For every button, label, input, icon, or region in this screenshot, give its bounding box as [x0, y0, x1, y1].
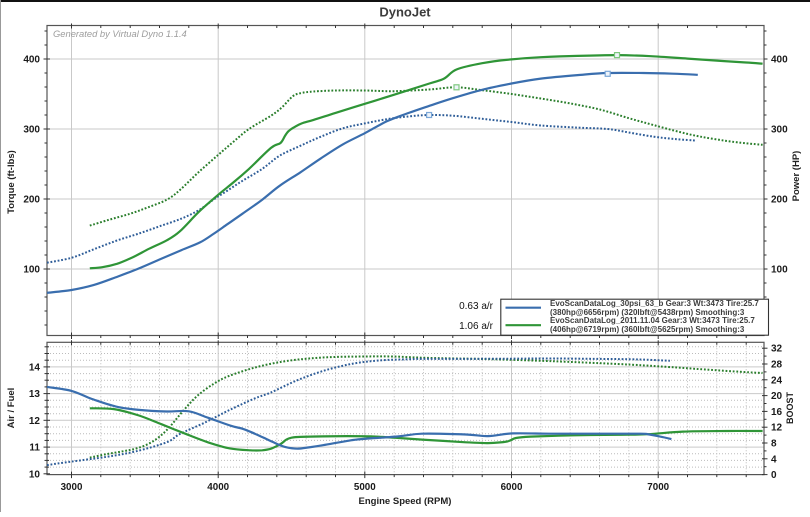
svg-text:7000: 7000 — [647, 482, 669, 493]
svg-text:Engine Speed (RPM): Engine Speed (RPM) — [359, 496, 452, 507]
svg-text:12: 12 — [29, 416, 41, 427]
svg-text:16: 16 — [771, 407, 783, 418]
svg-text:200: 200 — [771, 195, 788, 206]
svg-text:BOOST: BOOST — [785, 392, 795, 425]
svg-text:100: 100 — [23, 265, 40, 276]
svg-text:Torque (ft-lbs): Torque (ft-lbs) — [6, 150, 17, 214]
svg-text:(406hp@6719rpm) (360lbft@5625r: (406hp@6719rpm) (360lbft@5625rpm) Smooth… — [550, 325, 745, 334]
svg-text:20: 20 — [771, 391, 783, 402]
svg-text:DynoJet: DynoJet — [379, 5, 431, 20]
svg-text:6000: 6000 — [501, 482, 523, 493]
svg-text:13: 13 — [29, 389, 41, 400]
svg-text:Air / Fuel: Air / Fuel — [6, 388, 17, 429]
svg-text:Generated by Virtual Dyno 1.1.: Generated by Virtual Dyno 1.1.4 — [53, 28, 187, 39]
svg-text:5000: 5000 — [354, 482, 376, 493]
svg-text:11: 11 — [29, 443, 40, 454]
svg-text:EvoScanDataLog_2011.11.04 Gear: EvoScanDataLog_2011.11.04 Gear:3 Wt:3473… — [550, 316, 755, 325]
svg-text:Power (HP): Power (HP) — [791, 151, 802, 202]
svg-text:400: 400 — [771, 55, 788, 66]
svg-text:1.06 a/r: 1.06 a/r — [459, 321, 494, 332]
svg-text:4000: 4000 — [207, 482, 229, 493]
svg-text:EvoScanDataLog_30psi_63_b Gear: EvoScanDataLog_30psi_63_b Gear:3 Wt:3473… — [550, 299, 759, 308]
svg-text:100: 100 — [771, 265, 788, 276]
svg-text:28: 28 — [771, 360, 783, 371]
svg-text:14: 14 — [29, 362, 41, 373]
svg-text:200: 200 — [23, 195, 40, 206]
svg-text:32: 32 — [771, 344, 783, 355]
svg-text:8: 8 — [771, 439, 777, 450]
svg-text:400: 400 — [23, 55, 40, 66]
svg-text:4: 4 — [771, 454, 777, 465]
svg-text:(380hp@6656rpm) (320lbft@5438r: (380hp@6656rpm) (320lbft@5438rpm) Smooth… — [550, 308, 745, 317]
svg-text:0.63 a/r: 0.63 a/r — [459, 301, 494, 312]
svg-text:300: 300 — [23, 125, 40, 136]
svg-text:12: 12 — [771, 423, 783, 434]
svg-text:0: 0 — [771, 470, 777, 481]
svg-text:300: 300 — [771, 125, 788, 136]
svg-text:10: 10 — [29, 469, 41, 480]
svg-text:3000: 3000 — [61, 482, 83, 493]
svg-text:24: 24 — [771, 375, 783, 386]
